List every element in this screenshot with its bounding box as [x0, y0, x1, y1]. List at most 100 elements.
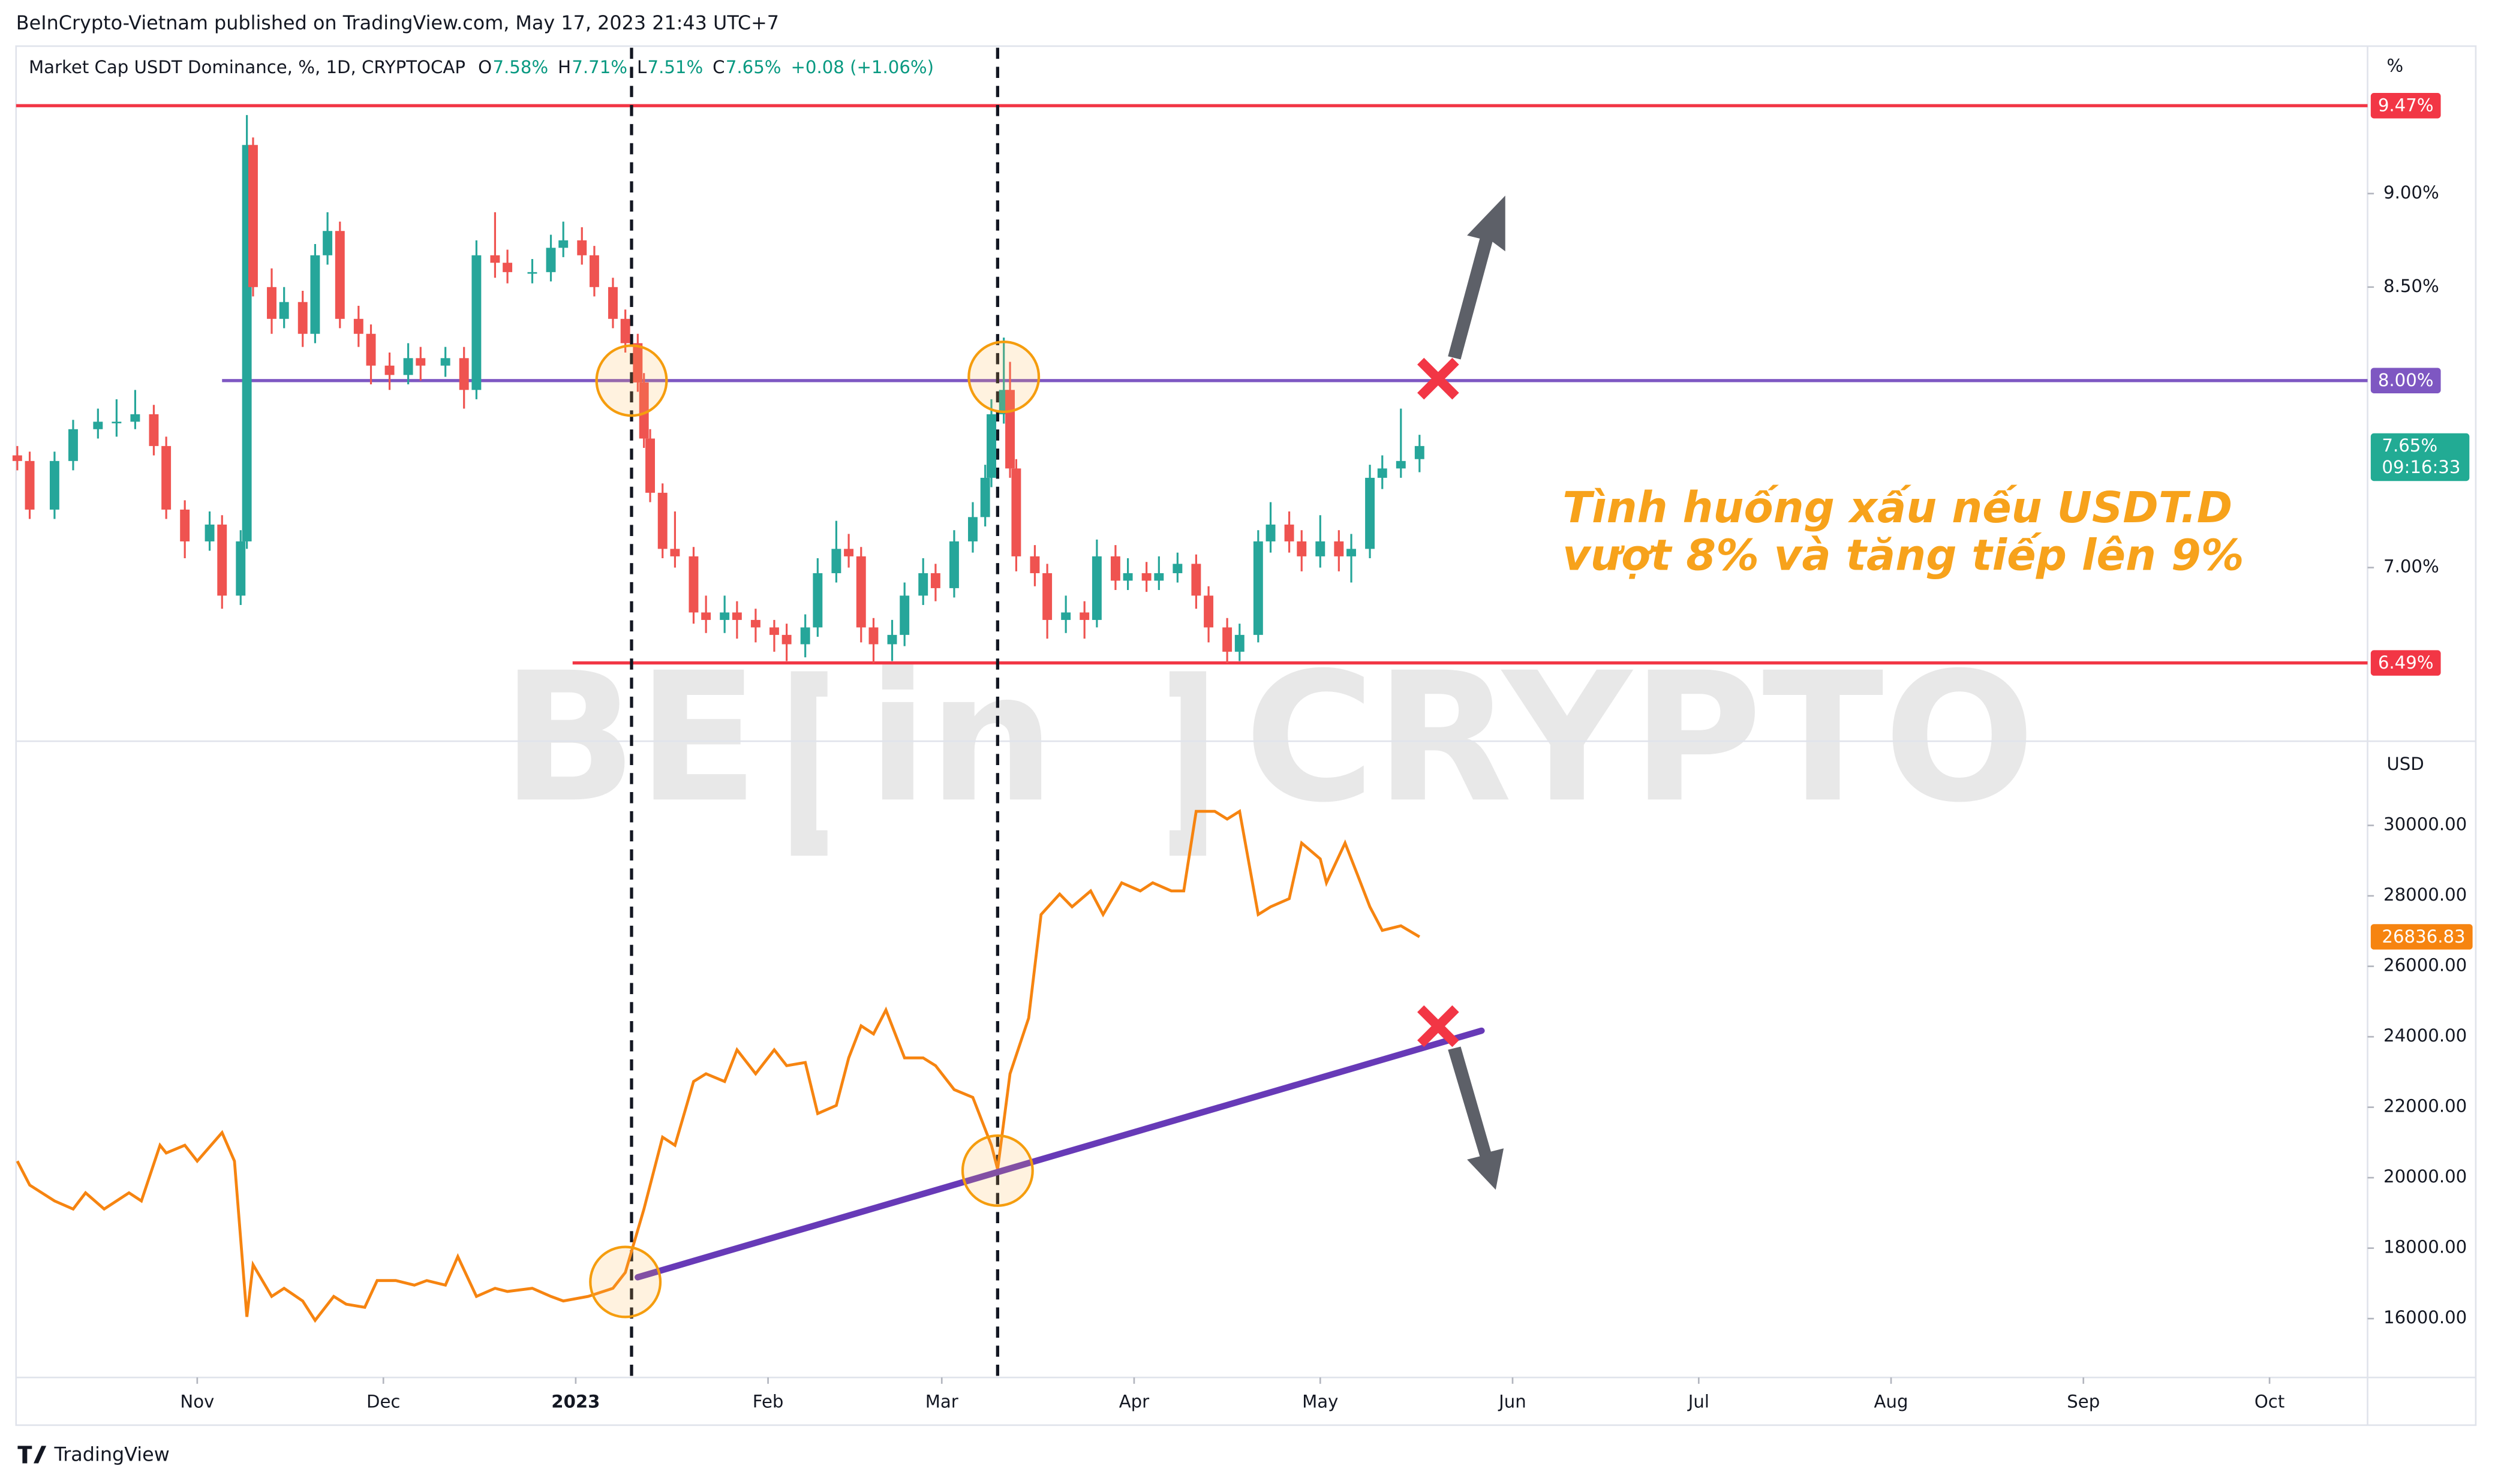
candle-body: [1234, 634, 1245, 652]
candle-body: [335, 231, 345, 319]
highlight-circle: [967, 341, 1041, 413]
candle-body: [1297, 541, 1307, 556]
candle-body: [149, 414, 159, 446]
candle-body: [68, 429, 78, 461]
candle-body: [236, 541, 246, 596]
watermark: BE in CRYPTO: [501, 634, 2036, 856]
candle-body: [93, 422, 103, 429]
x-tick-label: Apr: [1119, 1392, 1149, 1412]
candle-body: [1123, 573, 1133, 581]
price-label: 6.49%: [2378, 652, 2434, 673]
candle-body: [205, 524, 215, 541]
x-tick-label: Jun: [1498, 1392, 1526, 1412]
y-tick-label: 9.00%: [2383, 182, 2439, 203]
watermark-text: CRYPTO: [1245, 634, 2036, 842]
candle-body: [918, 573, 928, 596]
candle-body: [323, 231, 333, 255]
candle-body: [577, 240, 587, 255]
x-tick-label: 2023: [551, 1392, 600, 1412]
legend-key: C: [713, 57, 725, 77]
price-label: 7.65%: [2382, 435, 2437, 456]
candle-body: [1284, 524, 1294, 541]
arrow-up: [1448, 195, 1505, 360]
candle-body: [831, 549, 841, 573]
candle-body: [1315, 541, 1325, 556]
candle-body: [248, 145, 258, 287]
candle-body: [1154, 573, 1164, 581]
cross-mark: [1417, 1005, 1459, 1047]
candle-body: [503, 263, 513, 272]
candle-body: [645, 438, 655, 493]
y-tick-label: 16000.00: [2383, 1307, 2467, 1328]
logo-text: TradingView: [53, 1443, 169, 1465]
price-label: 8.00%: [2378, 370, 2434, 390]
price-label-box: [2370, 93, 2441, 119]
candle-body: [608, 287, 618, 319]
candle-body: [987, 414, 996, 478]
cross-mark: [1417, 357, 1459, 400]
chart-title: Market Cap USDT Dominance, %, 1D, CRYPTO…: [29, 57, 465, 77]
candle-body: [546, 248, 556, 272]
candle-body: [1173, 564, 1183, 573]
candle-body: [1092, 556, 1102, 620]
candle-body: [750, 619, 760, 628]
candle-body: [813, 573, 823, 628]
candle-body: [112, 422, 122, 423]
price-label: 26836.83: [2382, 926, 2465, 947]
candle-body: [980, 477, 990, 517]
candle-body: [130, 414, 140, 422]
candle-body: [12, 455, 22, 461]
candle-body: [589, 255, 599, 287]
candle-body: [353, 318, 363, 334]
highlight-circle: [589, 1245, 662, 1319]
candle-body: [1377, 468, 1387, 478]
watermark-text: in: [867, 634, 1055, 842]
cross-stroke: [1417, 357, 1459, 400]
candle-body: [1191, 564, 1201, 596]
y-tick-label: 8.50%: [2383, 276, 2439, 296]
candle-body: [1222, 627, 1233, 652]
candle-body: [217, 524, 227, 596]
candle-body: [1204, 595, 1214, 628]
price-label-box: [2370, 433, 2470, 481]
header: BeInCrypto-Vietnam published on TradingV…: [16, 11, 779, 34]
cross-stroke: [1417, 1005, 1459, 1047]
candle-body: [471, 255, 482, 390]
candle-body: [310, 255, 320, 334]
candle-body: [930, 573, 940, 588]
candle-body: [701, 612, 711, 620]
logo-icon: [17, 1446, 47, 1464]
price-label-countdown: 09:16:33: [2382, 457, 2460, 477]
candle-body: [366, 333, 376, 366]
price-line: [16, 809, 1421, 1323]
x-tick-label: Oct: [2254, 1392, 2284, 1412]
candle-body: [297, 302, 308, 334]
x-tick-label: Dec: [366, 1392, 400, 1412]
candle-body: [1080, 612, 1090, 620]
candle-body: [657, 492, 668, 549]
legend-value: 7.51%: [648, 57, 704, 77]
legend-value: 7.65%: [726, 57, 781, 77]
candle-body: [639, 382, 649, 439]
candle-body: [800, 627, 810, 645]
arrow-down: [1448, 1046, 1504, 1190]
candle-body: [459, 358, 469, 390]
candle-body: [720, 612, 730, 620]
candle-body: [25, 460, 35, 510]
candle-body: [1265, 524, 1276, 541]
candle-body: [49, 460, 59, 510]
candle-body: [490, 255, 500, 263]
candle-body: [949, 541, 959, 588]
candle-body: [1334, 541, 1344, 556]
candle-body: [440, 358, 450, 366]
candle-body: [968, 517, 978, 541]
annotation: vượt 8% và tăng tiếp lên 9%: [1562, 531, 2244, 580]
candle-body: [1365, 477, 1375, 549]
candle-body: [900, 595, 910, 635]
y-tick-label: 30000.00: [2383, 814, 2467, 835]
y-tick-label: 7.00%: [2383, 556, 2439, 577]
y-tick-label: 20000.00: [2383, 1166, 2467, 1187]
trend-line: [635, 1027, 1485, 1281]
x-tick-label: Aug: [1874, 1392, 1908, 1412]
